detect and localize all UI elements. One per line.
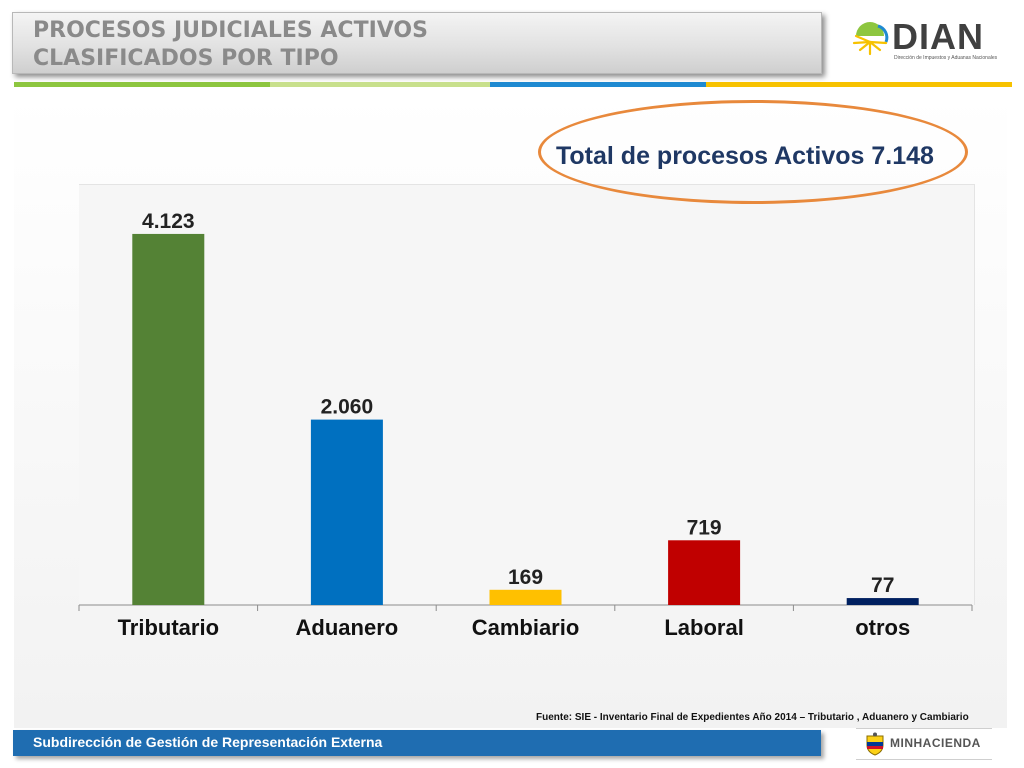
bar-cambiario bbox=[489, 589, 562, 605]
title-banner: PROCESOS JUDICIALES ACTIVOS CLASIFICADOS… bbox=[12, 12, 822, 74]
category-label: Aduanero bbox=[296, 615, 399, 640]
stripe-segment-green bbox=[14, 82, 270, 87]
category-label: Cambiario bbox=[472, 615, 580, 640]
bar-tributario bbox=[132, 233, 205, 605]
total-processes-label: Total de procesos Activos 7.148 bbox=[556, 142, 934, 170]
minhacienda-logo: MINHACIENDA bbox=[856, 728, 992, 760]
bar-value-label: 2.060 bbox=[321, 396, 374, 419]
category-label: otros bbox=[855, 615, 910, 640]
logo-subtitle: Dirección de Impuestos y Aduanas Naciona… bbox=[894, 55, 998, 61]
page-title: PROCESOS JUDICIALES ACTIVOS CLASIFICADOS… bbox=[33, 17, 428, 73]
bar-value-label: 169 bbox=[508, 566, 543, 589]
stripe-segment-yellow bbox=[706, 82, 1012, 87]
logo-wordmark: DIAN bbox=[892, 16, 984, 57]
chart-plot-area bbox=[79, 184, 975, 605]
bar-aduanero bbox=[310, 419, 383, 605]
page-title-line-2: CLASIFICADOS POR TIPO bbox=[33, 46, 339, 71]
page-title-line-1: PROCESOS JUDICIALES ACTIVOS bbox=[33, 18, 428, 43]
bar-laboral bbox=[668, 540, 741, 605]
bar-value-label: 719 bbox=[687, 516, 722, 539]
total-highlight-ellipse bbox=[538, 100, 968, 204]
footer-text: Subdirección de Gestión de Representació… bbox=[33, 734, 383, 750]
bar-value-label: 4.123 bbox=[142, 210, 195, 233]
dian-logo: DIAN Dirección de Impuestos y Aduanas Na… bbox=[846, 14, 1016, 68]
footer-bar: Subdirección de Gestión de Representació… bbox=[13, 730, 821, 756]
bar-otros bbox=[846, 598, 919, 605]
minhacienda-wordmark: MINHACIENDA bbox=[890, 736, 981, 750]
source-note: Fuente: SIE - Inventario Final de Expedi… bbox=[536, 712, 969, 723]
stripe-segment-light-green bbox=[270, 82, 490, 87]
coat-of-arms-icon bbox=[866, 732, 884, 756]
category-label: Tributario bbox=[118, 615, 219, 640]
sun-logo-icon bbox=[852, 22, 889, 56]
stripe-segment-blue bbox=[490, 82, 706, 87]
bar-value-label: 77 bbox=[871, 574, 894, 597]
category-label: Laboral bbox=[664, 615, 743, 640]
